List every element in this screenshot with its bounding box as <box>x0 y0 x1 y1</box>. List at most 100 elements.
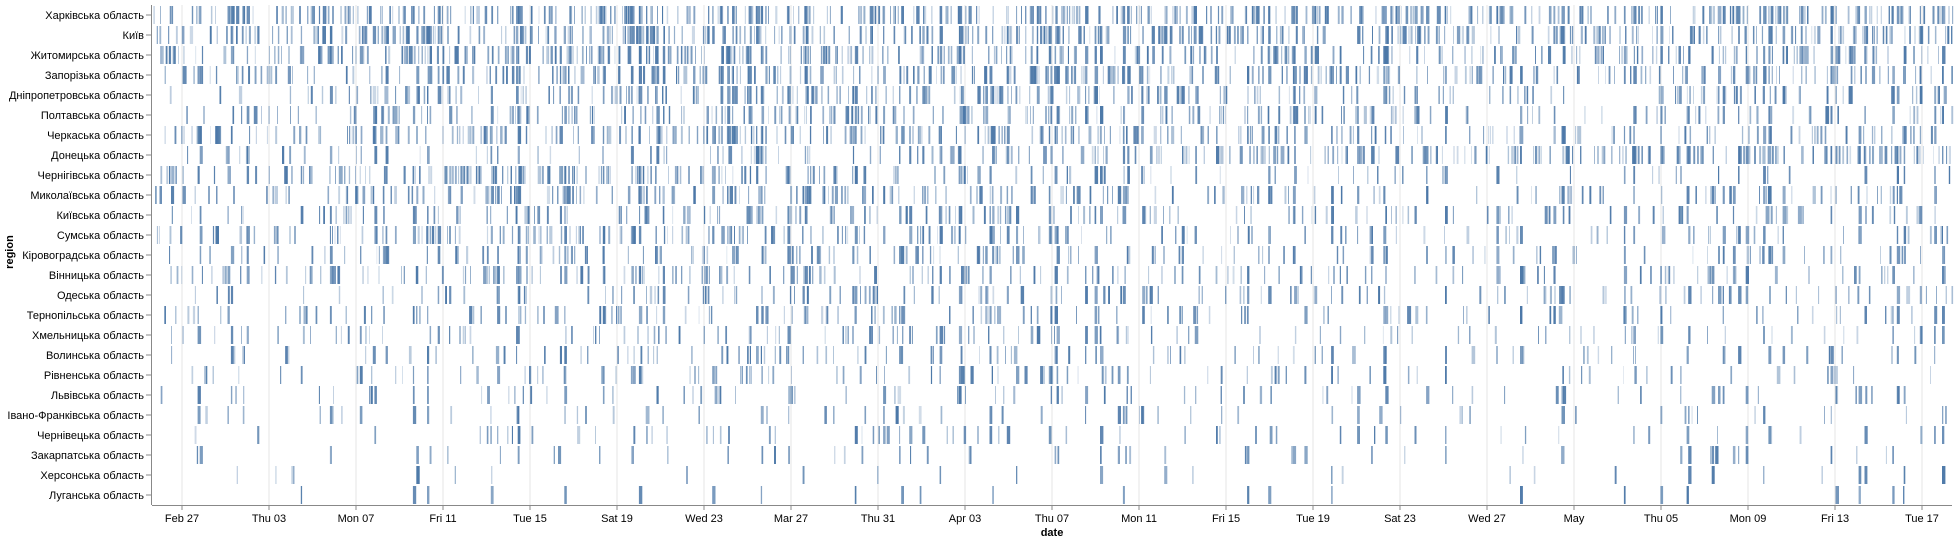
heatmap-cell <box>992 226 995 244</box>
heatmap-cell <box>1247 306 1249 324</box>
heatmap-cell <box>1790 126 1793 144</box>
heatmap-cell <box>499 446 501 464</box>
heatmap-cell <box>426 246 428 264</box>
heatmap-cell <box>740 366 742 384</box>
heatmap-cell <box>747 226 748 244</box>
heatmap-cell <box>1930 366 1931 384</box>
heatmap-cell <box>923 66 925 84</box>
heatmap-cell <box>200 66 203 84</box>
heatmap-cell <box>733 46 736 64</box>
heatmap-cell <box>1411 146 1413 164</box>
heatmap-cell <box>722 66 724 84</box>
heatmap-cell <box>232 106 235 124</box>
heatmap-cell <box>385 66 389 84</box>
heatmap-cell <box>1320 66 1322 84</box>
heatmap-cell <box>1216 46 1218 64</box>
heatmap-cell <box>1065 426 1068 444</box>
heatmap-cell <box>706 426 708 444</box>
heatmap-cell <box>1183 386 1186 404</box>
heatmap-cell <box>694 66 696 84</box>
heatmap-cell <box>599 326 600 344</box>
heatmap-cell <box>362 206 364 224</box>
heatmap-cell <box>1124 266 1126 284</box>
heatmap-cell <box>701 266 703 284</box>
heatmap-cell <box>804 206 807 224</box>
heatmap-cell <box>303 306 308 324</box>
heatmap-cell <box>618 46 621 64</box>
heatmap-cell <box>985 106 989 124</box>
heatmap-cell <box>1948 146 1951 164</box>
heatmap-cell <box>537 146 539 164</box>
heatmap-cell <box>582 26 584 44</box>
heatmap-cell <box>1294 106 1297 124</box>
heatmap-cell <box>1306 126 1308 144</box>
heatmap-cell <box>1667 266 1671 284</box>
heatmap-cell <box>1426 186 1429 204</box>
heatmap-cell <box>1068 26 1070 44</box>
heatmap-cell <box>895 406 899 424</box>
heatmap-cell <box>332 6 334 24</box>
heatmap-cell <box>656 86 658 104</box>
heatmap-cell <box>922 86 926 104</box>
heatmap-cell <box>1392 6 1394 24</box>
heatmap-cell <box>1684 66 1688 84</box>
heatmap-cell <box>953 226 956 244</box>
heatmap-cell <box>299 126 302 144</box>
heatmap-cell <box>630 86 633 104</box>
heatmap-cell <box>826 126 829 144</box>
heatmap-cell <box>364 26 367 44</box>
heatmap-cell <box>1351 386 1353 404</box>
heatmap-cell <box>1094 166 1099 184</box>
heatmap-cell <box>1688 466 1692 484</box>
heatmap-cell <box>1914 326 1916 344</box>
heatmap-cell <box>878 326 881 344</box>
heatmap-cell <box>1221 6 1224 24</box>
heatmap-cell <box>1471 46 1473 64</box>
heatmap-cell <box>717 386 719 404</box>
heatmap-cell <box>377 86 379 104</box>
heatmap-cell <box>1559 26 1562 44</box>
heatmap-cell <box>1127 6 1130 24</box>
heatmap-cell <box>1563 26 1565 44</box>
heatmap-cell <box>1103 166 1106 184</box>
heatmap-cell <box>1337 146 1339 164</box>
heatmap-cell <box>958 6 962 24</box>
heatmap-cell <box>1770 206 1773 224</box>
heatmap-cell <box>662 206 665 224</box>
heatmap-cell <box>430 166 431 184</box>
heatmap-cell <box>478 166 480 184</box>
heatmap-cell <box>753 146 756 164</box>
heatmap-cell <box>958 366 961 384</box>
heatmap-cell <box>1384 126 1387 144</box>
heatmap-cell <box>359 366 363 384</box>
heatmap-cell <box>1503 6 1505 24</box>
heatmap-cell <box>1041 126 1044 144</box>
heatmap-cell <box>528 46 531 64</box>
heatmap-cell <box>456 246 459 264</box>
heatmap-cell <box>1460 26 1462 44</box>
heatmap-cell <box>972 306 974 324</box>
heatmap-cell <box>1378 186 1381 204</box>
heatmap-cell <box>619 126 621 144</box>
heatmap-cell <box>1260 146 1263 164</box>
heatmap-cell <box>1568 206 1571 224</box>
heatmap-cell <box>1040 366 1044 384</box>
heatmap-cell <box>1775 146 1777 164</box>
heatmap-cell <box>1942 246 1946 264</box>
heatmap-cell <box>646 426 648 444</box>
heatmap-cell <box>824 26 826 44</box>
heatmap-cell <box>621 106 623 124</box>
heatmap-cell <box>405 46 407 64</box>
heatmap-cell <box>1379 406 1383 424</box>
heatmap-cell <box>1945 26 1947 44</box>
heatmap-cell <box>246 46 249 64</box>
heatmap-cell <box>1290 286 1292 304</box>
heatmap-cell <box>869 246 871 264</box>
heatmap-cell <box>1102 66 1104 84</box>
heatmap-cell <box>669 46 671 64</box>
heatmap-cell <box>307 6 309 24</box>
heatmap-cell <box>1858 226 1862 244</box>
heatmap-cell <box>1322 386 1324 404</box>
heatmap-cell <box>1636 46 1639 64</box>
heatmap-cell <box>1790 26 1793 44</box>
